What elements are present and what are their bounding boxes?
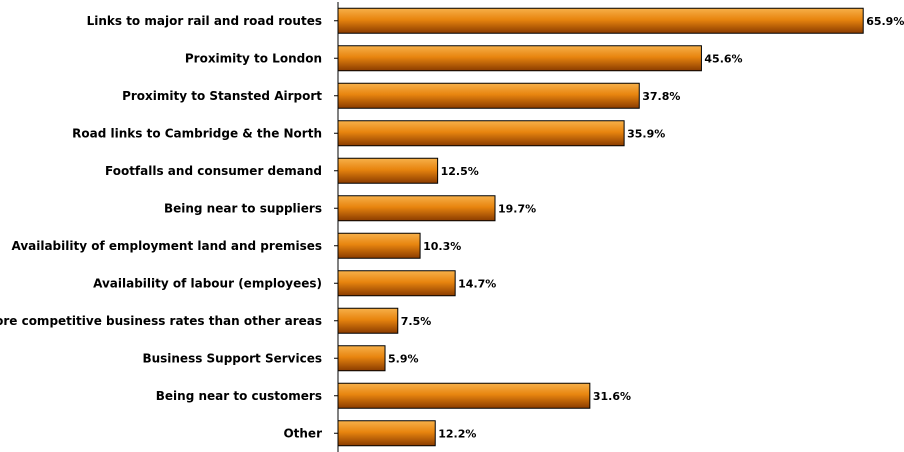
category-label: Links to major rail and road routes <box>87 14 322 28</box>
category-label: Proximity to Stansted Airport <box>122 89 322 103</box>
bar <box>337 120 625 147</box>
category-labels: Links to major rail and road routes Proxi… <box>0 14 322 441</box>
value-labels: 65.9% 45.6% 37.8% 35.9% 12.5% 19.7% 10.3% 14.7%… <box>388 15 904 441</box>
data-label: 10.3% <box>423 240 461 253</box>
category-label: Road links to Cambridge & the North <box>72 126 322 140</box>
bar <box>337 82 640 109</box>
category-label: Footfalls and consumer demand <box>105 164 322 178</box>
bar <box>337 195 496 222</box>
data-label: 65.9% <box>866 15 904 28</box>
data-label: 35.9% <box>627 127 665 140</box>
data-label: 5.9% <box>388 352 419 365</box>
bar <box>337 7 864 34</box>
bar <box>337 270 456 297</box>
data-label: 31.6% <box>593 390 631 403</box>
category-label: Availability of labour (employees) <box>93 276 322 290</box>
category-label: Being near to customers <box>156 389 322 403</box>
category-label: Proximity to London <box>185 51 322 65</box>
category-label: Other <box>283 426 322 440</box>
bar <box>337 382 591 409</box>
data-label: 19.7% <box>498 202 536 215</box>
bar <box>337 345 386 372</box>
bar <box>337 420 436 447</box>
data-label: 7.5% <box>401 315 432 328</box>
bar <box>337 307 399 334</box>
data-label: 12.5% <box>441 165 479 178</box>
bar <box>337 157 439 184</box>
data-label: 45.6% <box>704 52 742 65</box>
data-label: 12.2% <box>438 427 476 440</box>
data-label: 37.8% <box>642 90 680 103</box>
category-label: More competitive business rates than oth… <box>0 314 322 328</box>
bars <box>337 7 864 447</box>
bar <box>337 45 702 72</box>
category-label: Being near to suppliers <box>164 201 322 215</box>
bar <box>337 232 421 259</box>
category-label: Availability of employment land and prem… <box>11 239 322 253</box>
data-label: 14.7% <box>458 277 496 290</box>
category-label: Business Support Services <box>142 351 322 365</box>
y-axis <box>334 2 339 452</box>
